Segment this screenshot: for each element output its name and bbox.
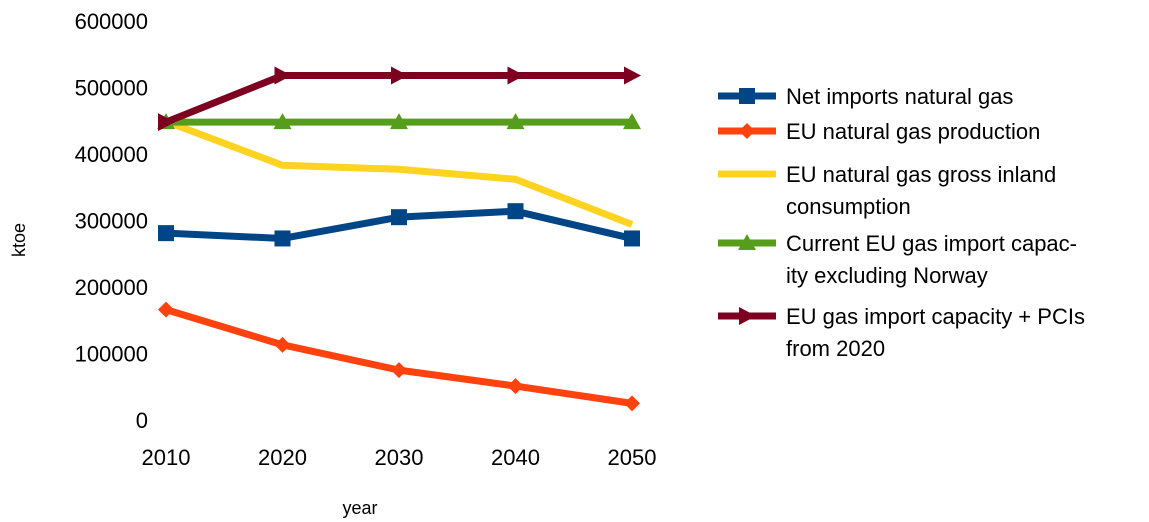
x-axis-title: year [342,498,377,518]
data-point [506,113,525,130]
y-axis-title: ktoe [9,223,29,257]
legend-label: EU natural gas production [786,119,1040,144]
legend-label: Current EU gas import capac- [786,231,1077,256]
data-point [391,66,408,85]
legend-item: EU natural gas production [718,119,1040,144]
series-2 [158,301,640,412]
legend-item: Current EU gas import capac-ity excludin… [718,231,1077,288]
legend-label: from 2020 [786,336,885,361]
data-point [624,395,640,412]
x-tick-label: 2020 [258,445,307,470]
series-layer [157,66,641,412]
y-tick-label: 300000 [75,209,148,234]
legend-item: Net imports natural gas [718,84,1013,109]
series-1 [158,203,640,247]
y-tick-label: 200000 [75,275,148,300]
data-point [739,307,756,325]
x-tick-label: 2010 [142,445,191,470]
data-point [507,66,525,85]
legend-label: EU natural gas gross inland [786,162,1056,187]
y-tick-label: 400000 [75,142,148,167]
data-point [158,301,174,318]
y-tick-label: 500000 [75,76,148,101]
data-point [624,230,640,247]
data-point [391,209,407,226]
data-point [738,234,756,250]
data-point [624,66,641,85]
data-point [273,113,292,130]
y-axis-ticks: 0 100000 200000 300000 400000 500000 600000 [75,9,148,433]
x-axis-ticks: 2010 2020 2030 2040 2050 [142,445,657,470]
legend-label: consumption [786,194,911,219]
data-point [623,113,641,130]
series-5 [158,66,641,132]
data-point [739,123,755,139]
data-point [274,66,292,85]
x-tick-label: 2040 [491,445,540,470]
legend: Net imports natural gas EU natural gas pr… [718,84,1085,361]
series-line [164,306,633,407]
data-point [274,230,291,247]
legend-label: ity excluding Norway [786,263,988,288]
data-point [391,362,407,379]
data-point [390,113,408,130]
data-point [158,225,174,242]
x-tick-label: 2050 [608,445,657,470]
y-tick-label: 600000 [75,9,148,34]
data-point [158,113,175,132]
y-tick-label: 100000 [75,342,148,367]
legend-item: EU natural gas gross inland consumption [718,162,1056,219]
legend-label: EU gas import capacity + PCIs [786,304,1085,329]
legend-item: EU gas import capacity + PCIs from 2020 [718,304,1085,361]
series-4 [157,113,641,130]
data-point [507,203,524,220]
data-point [739,88,755,104]
legend-label: Net imports natural gas [786,84,1013,109]
x-tick-label: 2030 [375,445,424,470]
series-3 [164,118,634,228]
data-point [274,336,291,353]
series-line [164,118,634,228]
y-tick-label: 0 [136,408,148,433]
data-point [507,378,524,395]
